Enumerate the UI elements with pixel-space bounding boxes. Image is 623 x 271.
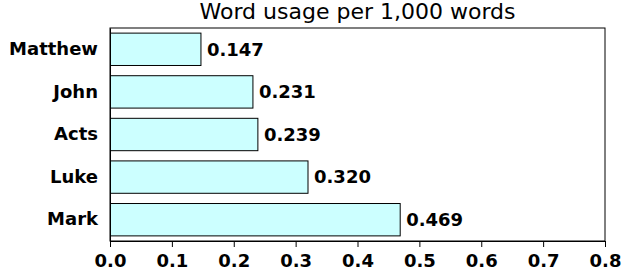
x-tick-mark (419, 241, 420, 247)
bars (110, 33, 400, 236)
x-tick-mark (296, 241, 297, 247)
data-label: 0.469 (406, 209, 463, 230)
y-tick: Luke (50, 166, 110, 187)
y-tick-label: Luke (50, 166, 98, 187)
x-tick-mark (172, 241, 173, 247)
x-tick: 0.6 (466, 241, 498, 271)
x-tick: 0.4 (342, 241, 374, 271)
y-tick: Matthew (9, 38, 110, 59)
bar (110, 161, 308, 193)
x-tick-label: 0.2 (218, 250, 250, 271)
data-label: 0.320 (314, 166, 371, 187)
bar (110, 76, 253, 108)
x-tick-label: 0.3 (280, 250, 312, 271)
x-axis: 0.0 0.1 0.2 0.3 0.4 0.5 0.6 0.7 0.8 (95, 241, 622, 271)
y-axis: Matthew John Acts Luke Mark (9, 29, 110, 242)
data-label: 0.231 (259, 81, 316, 102)
x-tick-label: 0.7 (528, 250, 560, 271)
y-tick: Mark (47, 208, 110, 229)
y-tick-label: Matthew (9, 38, 98, 59)
x-tick: 0.0 (95, 241, 127, 271)
x-tick-mark (605, 241, 606, 247)
chart: 0.0 0.1 0.2 0.3 0.4 0.5 0.6 0.7 0.8 Matthew John Ac… (0, 0, 623, 271)
y-tick: John (51, 81, 110, 102)
title: Word usage per 1,000 words (200, 0, 516, 24)
x-tick-label: 0.1 (156, 250, 188, 271)
y-tick-label: John (51, 81, 98, 102)
x-tick: 0.5 (404, 241, 436, 271)
bar (110, 204, 400, 236)
x-tick-mark (481, 241, 482, 247)
x-tick-mark (358, 241, 359, 247)
x-tick-label: 0.6 (466, 250, 498, 271)
y-axis-line (110, 29, 111, 242)
x-tick: 0.3 (280, 241, 312, 271)
x-tick-mark (543, 241, 544, 247)
x-tick-label: 0.5 (404, 250, 436, 271)
plot-frame (110, 28, 605, 241)
x-tick-mark (234, 241, 235, 247)
y-tick: Acts (54, 123, 110, 144)
data-label: 0.147 (207, 39, 264, 60)
y-tick-label: Mark (47, 208, 99, 229)
x-tick: 0.2 (218, 241, 250, 271)
data-labels: 0.147 0.231 0.239 0.320 0.469 (207, 39, 463, 230)
x-tick-label: 0.4 (342, 250, 374, 271)
data-label: 0.239 (264, 124, 321, 145)
x-tick-label: 0.8 (590, 250, 622, 271)
bar (110, 118, 258, 150)
x-axis-line (111, 242, 606, 248)
x-tick: 0.8 (590, 241, 622, 271)
x-tick: 0.7 (528, 241, 560, 271)
x-tick-mark (110, 241, 111, 247)
y-tick-label: Acts (54, 123, 98, 144)
x-tick-label: 0.0 (95, 250, 127, 271)
plot: 0.0 0.1 0.2 0.3 0.4 0.5 0.6 0.7 0.8 Matthew John Ac… (9, 28, 621, 271)
bar (110, 33, 201, 65)
x-tick: 0.1 (156, 241, 188, 271)
